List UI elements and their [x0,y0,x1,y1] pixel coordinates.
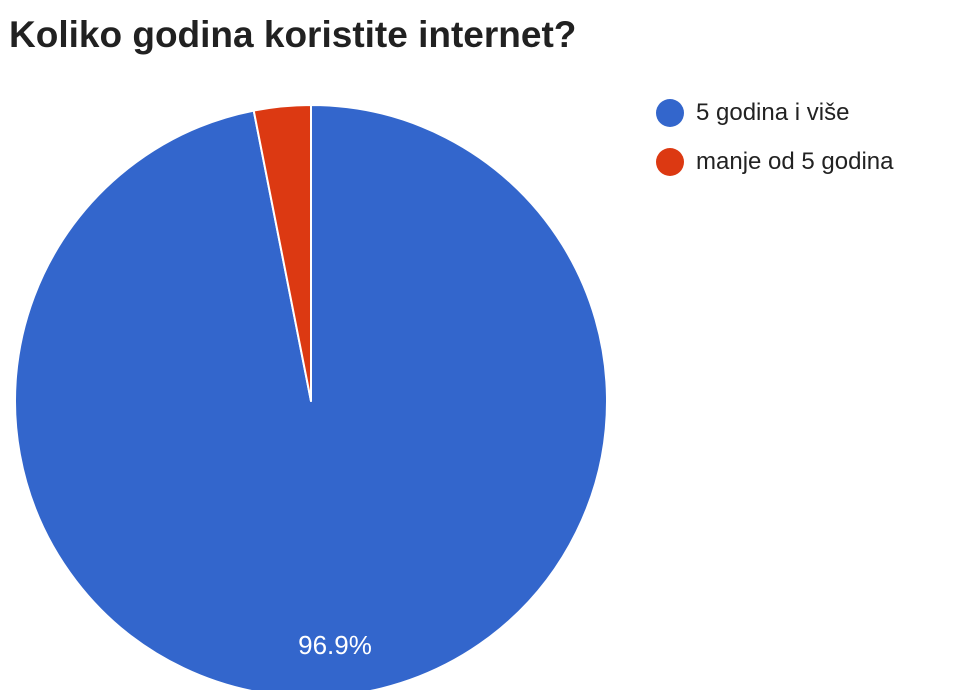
pie-slice [14,104,608,690]
legend-swatch [656,148,684,176]
slice-label: 96.9% [298,630,372,660]
legend-swatch [656,99,684,127]
legend-item: 5 godina i više [656,99,893,127]
legend-label: 5 godina i više [696,99,850,126]
chart-title: Koliko godina koristite internet? [9,14,577,55]
legend-label: manje od 5 godina [696,148,894,175]
chart-legend: 5 godina i više manje od 5 godina [656,99,894,198]
pie-slice [252,104,312,402]
legend-item: manje od 5 godina [656,148,894,176]
